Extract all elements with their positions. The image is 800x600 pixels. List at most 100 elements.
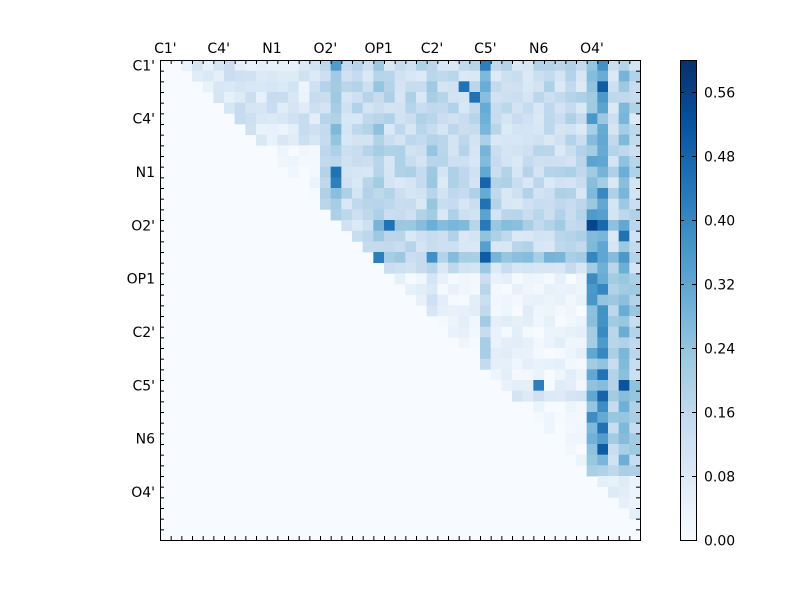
heatmap-cell xyxy=(576,252,588,264)
heatmap-cell xyxy=(480,134,492,146)
heatmap-cell xyxy=(629,433,641,445)
heatmap-cell xyxy=(608,252,620,264)
heatmap-cell xyxy=(501,198,513,210)
heatmap-cell xyxy=(522,188,534,200)
heatmap-cell xyxy=(416,166,428,178)
heatmap-cell xyxy=(576,262,588,274)
heatmap-cell xyxy=(512,273,524,285)
heatmap-cell xyxy=(480,316,492,328)
y-tick-label: O4' xyxy=(131,485,155,501)
heatmap-cell xyxy=(533,369,545,381)
heatmap-cell xyxy=(533,273,545,285)
heatmap-cell xyxy=(458,241,470,253)
heatmap-cell xyxy=(512,166,524,178)
heatmap-cell xyxy=(309,102,321,114)
heatmap-cell xyxy=(320,177,332,189)
heatmap-cell xyxy=(576,401,588,413)
heatmap-cell xyxy=(202,60,214,72)
heatmap-cell xyxy=(352,209,364,221)
heatmap-cell xyxy=(629,134,641,146)
heatmap-cell xyxy=(341,60,353,72)
heatmap-cell xyxy=(597,337,609,349)
heatmap-cell xyxy=(394,81,406,93)
heatmap-cell xyxy=(554,92,566,104)
heatmap-cell xyxy=(576,326,588,338)
heatmap-cell xyxy=(629,188,641,200)
heatmap-cell xyxy=(469,209,481,221)
heatmap-cell xyxy=(266,124,278,136)
heatmap-cell xyxy=(586,294,598,306)
heatmap-cell xyxy=(362,241,374,253)
heatmap-cell xyxy=(490,177,502,189)
x-tick-label: C2' xyxy=(421,41,444,57)
heatmap-cell xyxy=(629,177,641,189)
heatmap-cell xyxy=(501,145,513,157)
heatmap-cell xyxy=(448,145,460,157)
heatmap-cell xyxy=(480,60,492,72)
heatmap-cell xyxy=(576,156,588,168)
heatmap-cell xyxy=(512,326,524,338)
heatmap-cell xyxy=(554,102,566,114)
heatmap-cell xyxy=(458,262,470,274)
heatmap-cell xyxy=(565,369,577,381)
heatmap-cell xyxy=(394,273,406,285)
heatmap-cell xyxy=(341,220,353,232)
heatmap-cell xyxy=(618,465,630,477)
heatmap-cell xyxy=(618,198,630,210)
heatmap-cell xyxy=(554,230,566,242)
heatmap-cell xyxy=(373,166,385,178)
heatmap-cell xyxy=(576,337,588,349)
heatmap-cell xyxy=(480,124,492,136)
heatmap-cell xyxy=(416,177,428,189)
heatmap-cell xyxy=(405,134,417,146)
heatmap-cell xyxy=(309,92,321,104)
heatmap-cell xyxy=(512,145,524,157)
heatmap-cell xyxy=(576,198,588,210)
heatmap-cell xyxy=(341,92,353,104)
heatmap-cell xyxy=(490,124,502,136)
heatmap-cell xyxy=(394,262,406,274)
heatmap-cell xyxy=(576,188,588,200)
heatmap-cell xyxy=(213,70,225,82)
heatmap-cell xyxy=(426,262,438,274)
heatmap-cell xyxy=(448,326,460,338)
heatmap-cell xyxy=(341,134,353,146)
heatmap-cell xyxy=(341,177,353,189)
heatmap-cell xyxy=(202,70,214,82)
heatmap-cell xyxy=(437,273,449,285)
heatmap-cell xyxy=(522,348,534,360)
heatmap-cell xyxy=(320,70,332,82)
heatmap-cell xyxy=(352,81,364,93)
heatmap-cell xyxy=(490,198,502,210)
heatmap-cell xyxy=(629,444,641,456)
heatmap-cell xyxy=(480,326,492,338)
heatmap-cell xyxy=(586,70,598,82)
heatmap-cell xyxy=(576,113,588,125)
heatmap-cell xyxy=(405,70,417,82)
heatmap-cell xyxy=(480,241,492,253)
heatmap-cell xyxy=(458,188,470,200)
heatmap-cell xyxy=(458,198,470,210)
heatmap-cell xyxy=(256,134,268,146)
heatmap-cell xyxy=(490,166,502,178)
heatmap-cell xyxy=(629,252,641,264)
heatmap-cell xyxy=(597,401,609,413)
heatmap-cell xyxy=(597,60,609,72)
heatmap-cell xyxy=(480,284,492,296)
heatmap-cell xyxy=(394,124,406,136)
heatmap-cell xyxy=(352,92,364,104)
heatmap-cell xyxy=(192,60,204,72)
heatmap-cell xyxy=(405,209,417,221)
heatmap-cell xyxy=(629,70,641,82)
y-tick-label: C1' xyxy=(132,58,155,74)
heatmap-cell xyxy=(288,81,300,93)
heatmap-cell xyxy=(469,230,481,242)
heatmap-cell xyxy=(565,284,577,296)
heatmap-cell xyxy=(373,124,385,136)
heatmap-cell xyxy=(437,305,449,317)
heatmap-cell xyxy=(576,177,588,189)
heatmap-cell xyxy=(618,70,630,82)
heatmap-cell xyxy=(629,220,641,232)
heatmap-cell xyxy=(608,188,620,200)
heatmap-cell xyxy=(341,209,353,221)
